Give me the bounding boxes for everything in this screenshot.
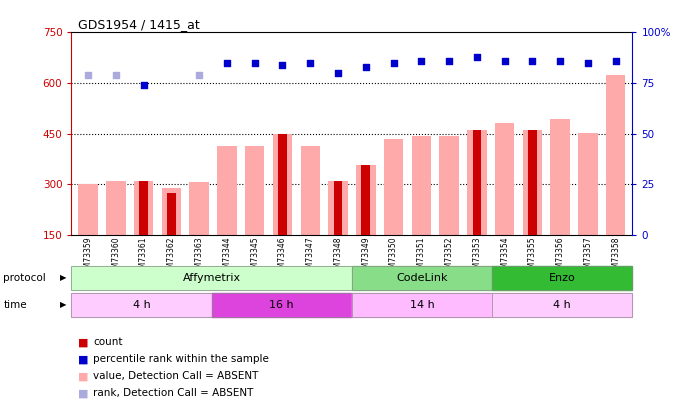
- Bar: [578, 133, 598, 235]
- Point: [610, 58, 621, 64]
- Bar: [528, 130, 537, 235]
- Text: GDS1954 / 1415_at: GDS1954 / 1415_at: [78, 18, 200, 31]
- Point: [333, 70, 343, 76]
- Point: [305, 60, 316, 66]
- Bar: [139, 181, 148, 235]
- Text: ■: ■: [78, 337, 88, 347]
- Text: Affymetrix: Affymetrix: [183, 273, 241, 283]
- Point: [194, 72, 205, 78]
- Bar: [523, 130, 542, 235]
- Point: [388, 60, 399, 66]
- Bar: [334, 181, 343, 235]
- Bar: [328, 181, 347, 235]
- Bar: [467, 130, 487, 235]
- Point: [360, 64, 371, 70]
- Text: value, Detection Call = ABSENT: value, Detection Call = ABSENT: [93, 371, 258, 381]
- Bar: [134, 181, 153, 235]
- Bar: [356, 165, 375, 235]
- Point: [555, 58, 566, 64]
- Text: ■: ■: [78, 388, 88, 398]
- Text: 4 h: 4 h: [133, 300, 150, 310]
- Bar: [190, 181, 209, 235]
- Text: 4 h: 4 h: [554, 300, 571, 310]
- Text: rank, Detection Call = ABSENT: rank, Detection Call = ABSENT: [93, 388, 254, 398]
- Text: 14 h: 14 h: [409, 300, 435, 310]
- Bar: [606, 75, 626, 235]
- Bar: [439, 136, 459, 235]
- Point: [416, 58, 427, 64]
- Text: 16 h: 16 h: [269, 300, 294, 310]
- Bar: [273, 134, 292, 235]
- Text: ■: ■: [78, 354, 88, 364]
- Point: [250, 60, 260, 66]
- Bar: [162, 188, 181, 235]
- Point: [471, 53, 482, 60]
- Point: [583, 60, 594, 66]
- Text: Enzo: Enzo: [549, 273, 576, 283]
- Bar: [384, 139, 403, 235]
- Text: percentile rank within the sample: percentile rank within the sample: [93, 354, 269, 364]
- Bar: [278, 134, 287, 235]
- Bar: [217, 147, 237, 235]
- Point: [277, 62, 288, 68]
- Point: [499, 58, 510, 64]
- Bar: [411, 136, 431, 235]
- Text: count: count: [93, 337, 122, 347]
- Bar: [106, 181, 126, 235]
- Bar: [167, 193, 175, 235]
- Text: protocol: protocol: [3, 273, 46, 283]
- Bar: [361, 165, 370, 235]
- Text: ▶: ▶: [60, 301, 67, 309]
- Text: ■: ■: [78, 371, 88, 381]
- Bar: [301, 147, 320, 235]
- Text: time: time: [3, 300, 27, 310]
- Bar: [78, 184, 98, 235]
- Bar: [245, 147, 265, 235]
- Point: [138, 82, 149, 88]
- Text: ▶: ▶: [60, 273, 67, 282]
- Bar: [473, 130, 481, 235]
- Point: [110, 72, 121, 78]
- Point: [83, 72, 94, 78]
- Point: [443, 58, 454, 64]
- Text: CodeLink: CodeLink: [396, 273, 447, 283]
- Point: [527, 58, 538, 64]
- Bar: [495, 123, 514, 235]
- Point: [222, 60, 233, 66]
- Bar: [551, 119, 570, 235]
